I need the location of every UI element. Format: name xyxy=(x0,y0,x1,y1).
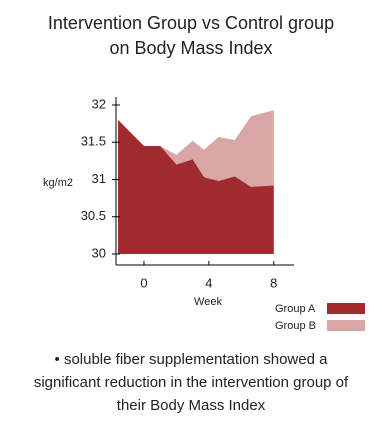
x-tick-label: 4 xyxy=(205,275,212,290)
y-tick-label: 30.5 xyxy=(81,208,106,223)
y-tick-label: 32 xyxy=(92,96,106,111)
legend-swatch xyxy=(327,320,365,331)
x-tick-label: 0 xyxy=(140,275,147,290)
annotation: their Body Mass Index xyxy=(117,397,266,414)
y-tick-label: 31.5 xyxy=(81,134,106,149)
annotation: • soluble fiber supplementation showed a xyxy=(55,351,329,368)
y-axis-label: kg/m2 xyxy=(43,177,73,189)
legend-swatch xyxy=(327,303,365,314)
legend-label: Group B xyxy=(275,320,316,332)
x-axis-label: Week xyxy=(194,296,222,308)
chart-title: Intervention Group vs Control group xyxy=(48,13,334,33)
y-tick-label: 31 xyxy=(92,171,106,186)
y-tick-label: 30 xyxy=(92,245,106,260)
area xyxy=(118,119,274,255)
legend-label: Group A xyxy=(275,303,316,315)
chart-title: on Body Mass Index xyxy=(109,38,272,58)
x-tick-label: 8 xyxy=(270,275,277,290)
annotation: significant reduction in the interventio… xyxy=(34,374,349,391)
